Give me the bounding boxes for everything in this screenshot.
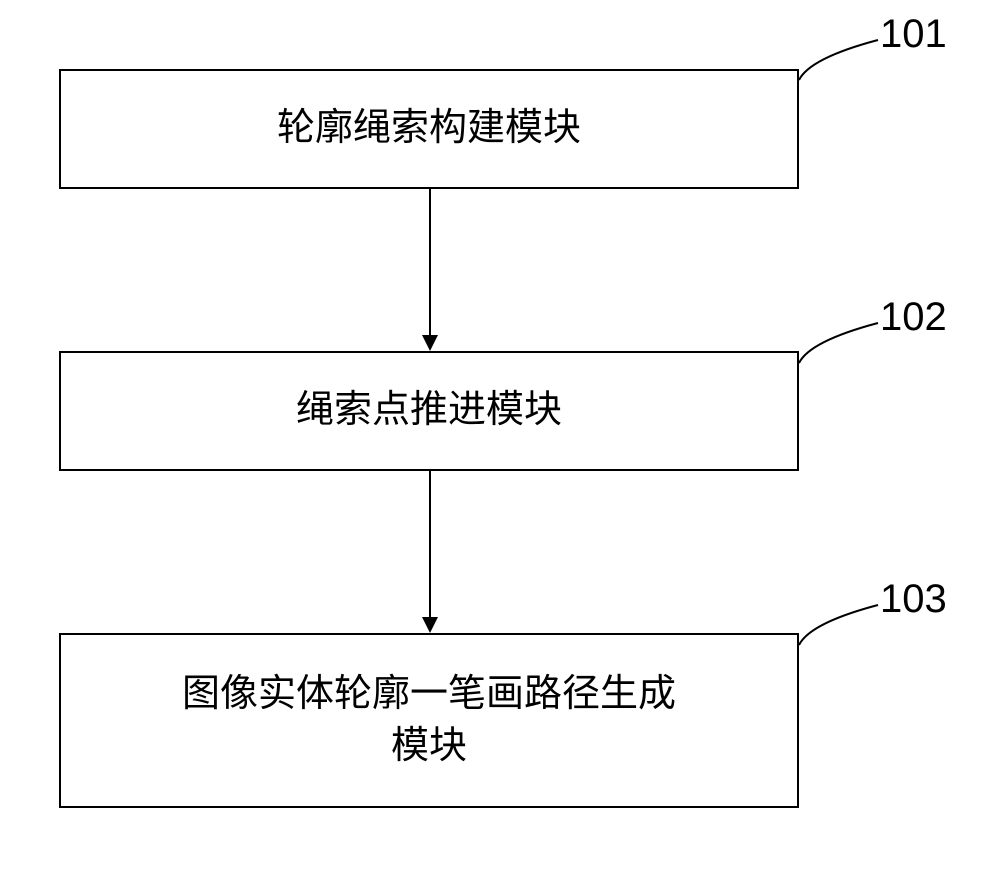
leader-103 bbox=[0, 0, 1000, 895]
flowchart-diagram: 轮廓绳索构建模块 绳索点推进模块 图像实体轮廓一笔画路径生成 模块 101 10… bbox=[0, 0, 1000, 895]
